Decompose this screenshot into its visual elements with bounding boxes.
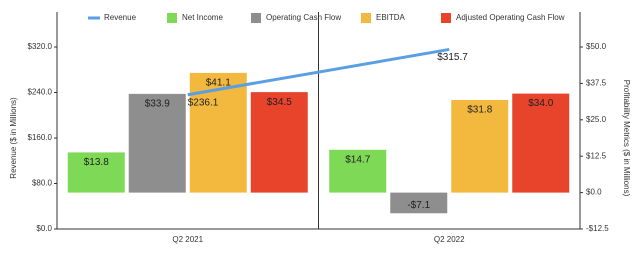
y2-tick-label: $37.5 xyxy=(586,79,607,88)
bar xyxy=(512,93,570,193)
y2-tick-label: $0.0 xyxy=(586,188,602,197)
legend-label: EBITDA xyxy=(376,13,406,22)
data-label: $14.7 xyxy=(345,154,370,165)
legend-label: Operating Cash Flow xyxy=(266,13,341,22)
bar xyxy=(451,99,509,193)
x-tick-label: Q2 2022 xyxy=(434,235,465,244)
y2-tick-label: -$12.5 xyxy=(586,224,609,233)
y-tick-label: $80.0 xyxy=(32,179,53,188)
bar xyxy=(128,93,186,193)
legend-swatch xyxy=(251,13,261,23)
legend-swatch xyxy=(441,13,451,23)
legend-label: Net Income xyxy=(182,13,223,22)
y-tick-label: $320.0 xyxy=(28,42,53,51)
bar xyxy=(390,192,448,214)
y2-tick-label: $25.0 xyxy=(586,115,607,124)
data-label: $34.5 xyxy=(267,97,292,108)
data-label: $13.8 xyxy=(84,157,109,168)
data-label: $236.1 xyxy=(188,97,219,108)
y2-tick-label: $12.5 xyxy=(586,151,607,160)
data-label: $41.1 xyxy=(206,78,231,89)
y-tick-label: $240.0 xyxy=(28,88,53,97)
data-label: $31.8 xyxy=(467,105,492,116)
y-tick-label: $0.0 xyxy=(36,224,52,233)
bar xyxy=(329,149,387,193)
legend-swatch xyxy=(167,13,177,23)
y-tick-label: $160.0 xyxy=(28,133,53,142)
x-tick-label: Q2 2021 xyxy=(172,235,203,244)
data-label: $33.9 xyxy=(145,99,170,110)
data-label: $315.7 xyxy=(437,52,468,63)
y-axis-title: Revenue ($ in Millions) xyxy=(9,97,18,179)
bar xyxy=(67,152,125,193)
y2-tick-label: $50.0 xyxy=(586,42,607,51)
legend-label: Adjusted Operating Cash Flow xyxy=(456,13,565,22)
data-label: -$7.1 xyxy=(407,200,430,211)
bar xyxy=(250,92,308,193)
line xyxy=(187,47,450,97)
legend-swatch xyxy=(361,13,371,23)
data-label: $34.0 xyxy=(528,98,553,109)
legend-label: Revenue xyxy=(104,13,137,22)
y2-axis-title: Profitability Metrics ($ in Millions) xyxy=(622,80,631,197)
